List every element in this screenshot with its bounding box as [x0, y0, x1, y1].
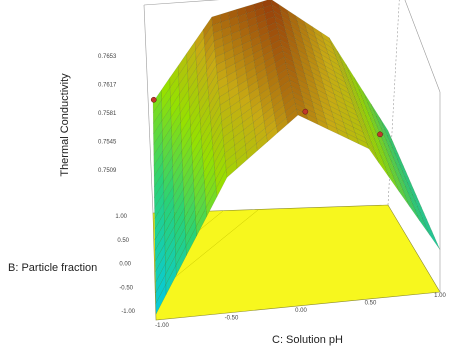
frame-edge-top	[143, 0, 220, 6]
c-axis-title: C: Solution pH	[272, 334, 343, 346]
c-tick-label: 0.50	[365, 301, 377, 307]
design-point-3	[377, 131, 383, 138]
z-tick-label: 0.7509	[98, 168, 117, 174]
z-tick-label: 0.7581	[98, 111, 117, 117]
c-tick-label: -0.50	[225, 316, 239, 322]
b-axis-title: B: Particle fraction	[8, 262, 97, 274]
b-tick-label: 1.00	[115, 214, 127, 220]
design-point-1	[150, 96, 157, 103]
z-tick-label: 0.7617	[98, 83, 117, 89]
c-tick-label: 1.00	[434, 293, 446, 299]
design-points	[150, 96, 383, 138]
surface-facet	[427, 229, 441, 250]
b-tick-label: -0.50	[119, 285, 133, 291]
frame-edge-top-right	[404, 0, 441, 93]
b-tick-label: 0.50	[117, 238, 129, 244]
response-surface	[152, 0, 441, 315]
tick-labels: 0.7653 0.7617 0.7581 0.7545 0.7509 1.00 0.50 0.…	[98, 54, 446, 329]
b-tick-label: 0.00	[119, 262, 131, 268]
design-point-2	[302, 108, 309, 115]
frame-edge-left	[143, 4, 154, 214]
b-tick-label: -1.00	[121, 309, 135, 315]
c-tick-label: 0.00	[295, 308, 307, 314]
box-frame	[143, 0, 441, 292]
c-tick-label: -1.00	[155, 323, 169, 329]
surface-facet	[422, 217, 435, 238]
z-axis-title: Thermal Conductivity	[59, 73, 71, 177]
z-tick-label: 0.7653	[98, 54, 117, 60]
z-tick-label: 0.7545	[98, 140, 117, 146]
surface-facet	[424, 223, 438, 244]
